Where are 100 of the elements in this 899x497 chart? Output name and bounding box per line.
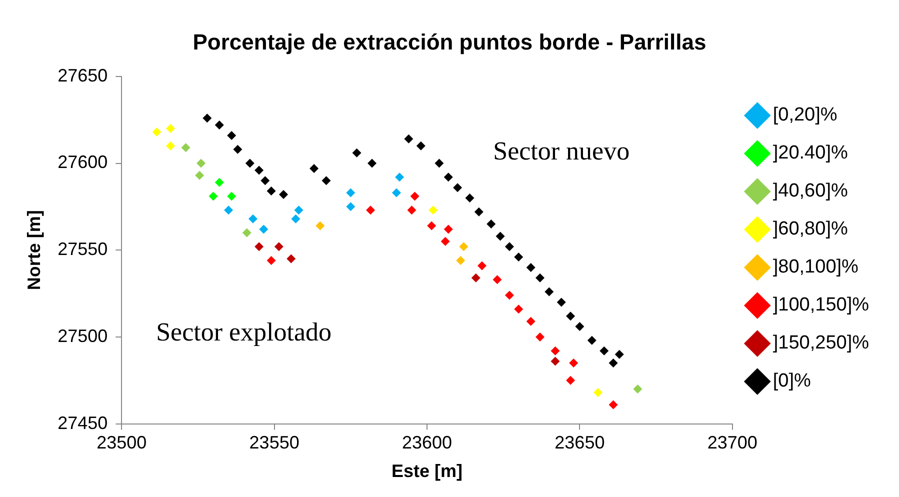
point — [245, 158, 254, 168]
y-tick-label: 27550 — [58, 239, 108, 260]
point — [395, 172, 404, 182]
point — [286, 254, 296, 264]
point — [368, 158, 377, 168]
point — [196, 158, 206, 168]
point — [352, 148, 362, 158]
legend-label: [0,20]% — [772, 104, 838, 126]
point — [486, 220, 496, 229]
point — [310, 164, 319, 173]
point — [224, 206, 234, 215]
point — [274, 242, 284, 252]
y-tick-label: 27650 — [58, 65, 108, 86]
point — [535, 273, 544, 282]
legend-label: ]100,150]% — [772, 294, 870, 316]
legend-label: ]150,250]% — [772, 332, 870, 354]
legend-label: ]80,100]% — [772, 256, 859, 278]
point — [526, 316, 536, 326]
point — [366, 206, 376, 215]
point — [214, 178, 224, 187]
point — [291, 214, 300, 224]
legend-label: [0]% — [772, 370, 811, 392]
point — [465, 193, 474, 202]
point — [404, 134, 414, 144]
x-tick-label: 23700 — [707, 432, 758, 453]
y-tick-label: 27600 — [58, 152, 108, 172]
x-axis-title: Este [m] — [392, 461, 463, 482]
point — [440, 236, 450, 246]
point — [260, 176, 270, 186]
y-tick-label: 27500 — [58, 326, 108, 346]
point — [496, 232, 505, 241]
point — [550, 356, 560, 366]
point — [514, 252, 524, 262]
point — [346, 202, 356, 212]
point — [434, 158, 444, 168]
point — [504, 290, 514, 300]
point — [444, 224, 453, 234]
point — [608, 358, 618, 368]
point — [416, 141, 426, 150]
point — [166, 141, 176, 150]
point — [614, 350, 624, 359]
point — [316, 221, 325, 230]
legend-label: ]60,80]% — [772, 218, 848, 240]
point — [202, 114, 212, 123]
x-tick-label: 23650 — [554, 432, 605, 453]
point — [410, 192, 420, 201]
x-tick-label: 23500 — [96, 432, 147, 453]
annotation: Sector explotado — [156, 317, 332, 346]
point — [259, 224, 268, 234]
annotation: Sector nuevo — [493, 136, 630, 166]
point — [556, 298, 566, 307]
point — [227, 192, 236, 201]
point — [427, 221, 436, 230]
point — [608, 400, 618, 410]
point — [535, 332, 544, 342]
point — [233, 144, 242, 154]
point — [254, 166, 264, 175]
y-tick-label: 27450 — [58, 412, 108, 433]
point — [407, 206, 416, 215]
point — [526, 262, 536, 272]
point — [569, 358, 578, 368]
point — [227, 130, 236, 140]
legend-label: ]20.40]% — [772, 142, 848, 164]
point — [444, 172, 453, 182]
point — [453, 183, 462, 192]
point — [504, 242, 514, 252]
point — [544, 287, 554, 296]
point — [575, 322, 584, 332]
legend-label: ]40,60]% — [772, 180, 848, 202]
point — [266, 256, 276, 266]
point — [587, 336, 596, 345]
point — [566, 312, 576, 321]
point — [254, 242, 264, 252]
point — [514, 304, 524, 314]
point — [474, 207, 484, 216]
chart-title: Porcentaje de extracción puntos borde - Parrillas — [192, 29, 706, 54]
point — [456, 256, 466, 266]
point — [492, 275, 502, 284]
point — [214, 120, 224, 130]
point — [278, 190, 288, 200]
point — [266, 186, 276, 196]
point — [294, 206, 304, 215]
point — [346, 188, 356, 198]
y-axis-title: Norte [m] — [24, 210, 44, 290]
point — [208, 192, 218, 201]
point — [600, 346, 609, 356]
point — [152, 127, 162, 136]
point — [566, 376, 576, 385]
point — [477, 261, 486, 270]
point — [181, 143, 190, 152]
point — [550, 346, 560, 356]
point — [392, 188, 401, 198]
point — [428, 206, 438, 215]
point — [166, 124, 176, 134]
point — [471, 273, 480, 282]
point — [242, 228, 252, 238]
x-tick-label: 23600 — [402, 432, 452, 453]
point — [322, 176, 331, 186]
point — [633, 384, 642, 394]
point — [248, 214, 258, 224]
